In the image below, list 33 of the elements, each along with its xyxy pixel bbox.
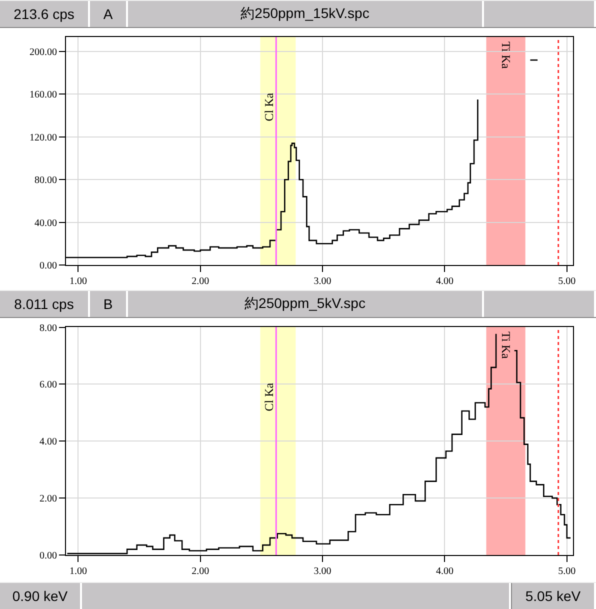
x-tick-label: 5.00 — [558, 566, 576, 577]
y-tick-label: 4.00 — [40, 436, 57, 448]
band-label: Ti Ka — [499, 331, 514, 360]
x-tick-label: 2.00 — [192, 276, 210, 287]
y-tick-label: 80.00 — [34, 175, 57, 186]
x-tick-label: 4.00 — [436, 566, 454, 577]
y-tick-label: 0.00 — [40, 260, 57, 272]
y-tick-label: 200.00 — [30, 47, 57, 58]
text: 213.6 cps — [0, 1, 90, 27]
text: 8.011 cps — [0, 291, 90, 317]
band-label: Ti Ka — [499, 41, 514, 70]
chart-title: 約250ppm_15kV.spc — [128, 1, 484, 27]
y-tick-label: 6.00 — [40, 380, 57, 391]
x-tick-label: 5.00 — [558, 276, 576, 287]
y-tick-label: 160.00 — [30, 90, 57, 101]
text: 5.05 keV — [511, 583, 596, 609]
x-tick-label: 1.00 — [69, 276, 87, 287]
y-tick-label: 2.00 — [40, 494, 57, 505]
text: A — [90, 1, 128, 27]
x-tick-label: 2.00 — [192, 566, 210, 577]
ref-line-label: Cl Ka — [262, 382, 276, 412]
x-tick-label: 3.00 — [314, 276, 332, 287]
x-tick-label: 4.00 — [436, 276, 454, 287]
x-tick-label: 3.00 — [314, 566, 332, 577]
text: 0.90 keV — [0, 583, 82, 609]
ref-line-label: Cl Ka — [262, 92, 276, 122]
y-tick-label: 0.00 — [40, 550, 57, 562]
y-tick-label: 8.00 — [40, 322, 57, 334]
text: B — [90, 291, 128, 317]
x-tick-label: 1.00 — [69, 566, 87, 577]
chart-title: 約250ppm_5kV.spc — [128, 291, 484, 317]
y-tick-label: 120.00 — [30, 132, 57, 144]
y-tick-label: 40.00 — [34, 218, 57, 229]
